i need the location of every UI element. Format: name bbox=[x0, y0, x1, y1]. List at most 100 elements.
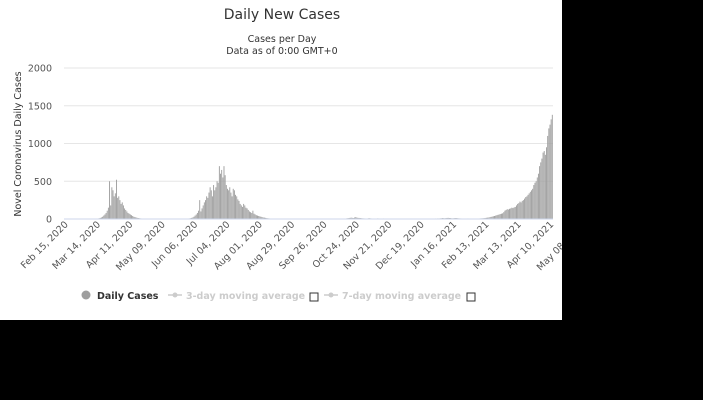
bar bbox=[532, 188, 534, 219]
bar bbox=[102, 216, 104, 219]
chart-subtitle-line-2: Data as of 0:00 GMT+0 bbox=[226, 46, 337, 57]
legend-marker-7day bbox=[328, 292, 334, 298]
bar bbox=[117, 197, 119, 219]
bar bbox=[252, 210, 254, 219]
bar bbox=[119, 200, 121, 220]
bar bbox=[131, 215, 132, 219]
bar bbox=[504, 210, 506, 219]
bar bbox=[253, 213, 255, 219]
y-axis-label: Novel Coronavirus Daily Cases bbox=[13, 71, 24, 216]
bar bbox=[262, 217, 264, 219]
bar bbox=[544, 154, 546, 219]
bar bbox=[221, 169, 223, 219]
bar bbox=[495, 215, 497, 219]
bar bbox=[263, 217, 265, 219]
bar bbox=[120, 203, 122, 219]
bar bbox=[105, 212, 107, 219]
legend-item-7day[interactable]: 7-day moving average bbox=[342, 291, 461, 302]
bar bbox=[218, 166, 220, 219]
bar bbox=[259, 216, 261, 219]
bar bbox=[250, 212, 252, 219]
bar bbox=[533, 185, 535, 219]
bar bbox=[549, 124, 551, 220]
bar bbox=[193, 216, 195, 219]
bar bbox=[109, 181, 111, 219]
legend-item-daily-cases[interactable]: Daily Cases bbox=[97, 291, 159, 302]
bar bbox=[499, 214, 501, 219]
bar bbox=[551, 114, 553, 219]
bar bbox=[245, 207, 247, 219]
bar bbox=[132, 215, 134, 219]
bar bbox=[202, 205, 204, 219]
bar bbox=[531, 190, 532, 219]
bar bbox=[133, 216, 135, 219]
bar bbox=[251, 212, 253, 219]
bar bbox=[547, 135, 549, 219]
bar bbox=[358, 217, 360, 219]
bar bbox=[116, 179, 117, 219]
chart-panel: Daily New Cases Cases per Day Data as of… bbox=[0, 0, 562, 320]
chart-title: Daily New Cases bbox=[224, 7, 340, 23]
bar bbox=[225, 185, 227, 219]
bar bbox=[220, 173, 221, 219]
bar bbox=[122, 205, 124, 219]
bar bbox=[546, 147, 547, 219]
bar bbox=[215, 187, 217, 219]
bar bbox=[513, 207, 515, 219]
bar bbox=[200, 211, 202, 219]
legend-marker-daily-cases[interactable] bbox=[81, 290, 91, 300]
bar bbox=[126, 211, 128, 219]
bar bbox=[349, 217, 351, 219]
bar bbox=[205, 200, 206, 220]
bar bbox=[106, 210, 108, 219]
bar bbox=[239, 203, 241, 219]
legend: Daily Cases 3-day moving average 7-day mov… bbox=[81, 290, 476, 302]
bar bbox=[211, 196, 213, 219]
bar bbox=[514, 206, 516, 219]
legend-checkbox-3day[interactable] bbox=[309, 292, 319, 302]
bar bbox=[128, 213, 130, 219]
bar bbox=[222, 177, 224, 219]
bar bbox=[503, 212, 505, 219]
bar bbox=[134, 217, 136, 219]
bar bbox=[496, 215, 498, 219]
y-gridlines bbox=[64, 67, 553, 182]
bar bbox=[113, 196, 115, 219]
bar bbox=[191, 217, 193, 219]
legend-item-3day[interactable]: 3-day moving average bbox=[186, 291, 305, 302]
y-tick-label: 1500 bbox=[28, 101, 52, 112]
y-tick-label: 1000 bbox=[28, 139, 52, 150]
chart-svg: Daily New Cases Cases per Day Data as of… bbox=[13, 7, 562, 302]
bar bbox=[201, 208, 203, 219]
bar bbox=[247, 209, 249, 219]
bar bbox=[199, 200, 201, 220]
bar bbox=[255, 215, 257, 219]
bar bbox=[488, 217, 490, 219]
bar bbox=[487, 217, 489, 219]
bar bbox=[541, 158, 543, 219]
bar bbox=[494, 215, 495, 219]
bar bbox=[118, 196, 120, 219]
bar bbox=[512, 208, 514, 219]
bar bbox=[492, 216, 494, 219]
chart-subtitle-line-1: Cases per Day bbox=[248, 34, 317, 45]
bar bbox=[235, 194, 237, 219]
bar bbox=[240, 205, 242, 219]
bar bbox=[216, 181, 218, 219]
bar bbox=[229, 187, 231, 219]
legend-checkbox-7day[interactable] bbox=[466, 292, 476, 302]
bar bbox=[114, 193, 116, 219]
bar bbox=[507, 209, 509, 219]
bar bbox=[135, 217, 137, 219]
bar bbox=[129, 214, 131, 219]
bar bbox=[246, 208, 248, 219]
bar bbox=[510, 208, 512, 219]
bar bbox=[491, 216, 493, 219]
legend-marker-3day bbox=[172, 292, 178, 298]
bar bbox=[351, 217, 353, 219]
bar bbox=[521, 200, 523, 219]
bar bbox=[230, 192, 232, 219]
bar bbox=[535, 181, 537, 219]
bar bbox=[261, 217, 263, 219]
